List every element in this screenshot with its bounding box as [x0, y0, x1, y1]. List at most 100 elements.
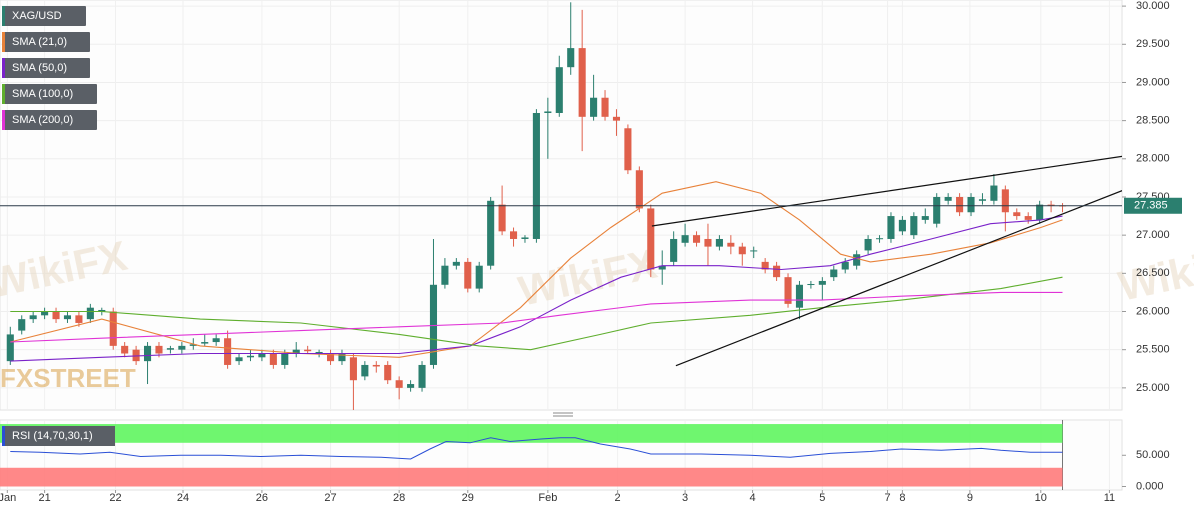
trendline [675, 190, 1122, 367]
x-tick-label: 22 [109, 492, 121, 504]
sma-line [10, 276, 1063, 351]
candle-body [441, 265, 449, 285]
candle-body [452, 261, 460, 266]
candle-body [132, 349, 140, 362]
x-tick-label: 3 [682, 492, 688, 504]
x-tick-label: 5 [819, 492, 825, 504]
legend-label: SMA (21,0) [12, 36, 67, 48]
candle-body [590, 97, 598, 117]
candle-body [887, 216, 895, 239]
candle-body [818, 280, 826, 285]
candle-body [521, 237, 529, 239]
candle-body [750, 250, 758, 252]
candle-body [841, 261, 849, 270]
candle-body [567, 48, 575, 68]
candle-body [143, 345, 152, 362]
pane-splitter[interactable] [553, 412, 573, 417]
legend-swatch [2, 110, 5, 130]
trendline [651, 155, 1122, 227]
y-tick-label: 25.500 [1136, 344, 1170, 356]
y-tick-label: 0.000 [1136, 480, 1164, 492]
candle-body [418, 364, 426, 388]
x-tick-label: 4 [750, 492, 756, 504]
candle-body [956, 196, 964, 213]
x-tick-label: Feb [538, 492, 557, 504]
legend-box[interactable] [2, 32, 90, 52]
candle-body [681, 235, 689, 243]
candle-body [784, 277, 792, 304]
y-tick-label: 28.500 [1136, 115, 1170, 127]
x-tick-label: 10 [1035, 492, 1047, 504]
candle-body [944, 196, 952, 201]
candle-body [933, 196, 941, 224]
candle-body [6, 334, 14, 362]
candle-body [338, 353, 346, 362]
sma-line [10, 215, 1063, 362]
candle-body [635, 170, 643, 209]
candle-body [292, 349, 300, 354]
legend-box[interactable] [2, 6, 86, 26]
candle-body [624, 128, 632, 171]
watermark: FXSTREET [0, 363, 136, 393]
legend-swatch [2, 58, 5, 78]
candle-body [475, 265, 483, 289]
x-tick-label: 26 [256, 492, 268, 504]
candle-body [509, 231, 518, 239]
candle-body [807, 284, 815, 286]
candle-body [1047, 204, 1055, 206]
candle-body [967, 196, 975, 213]
last-price-box [1124, 197, 1182, 214]
candle-body [658, 265, 666, 270]
candle-body [326, 353, 335, 362]
x-tick-label: 24 [177, 492, 189, 504]
candle-body [1013, 212, 1021, 217]
candle-body [178, 345, 186, 350]
x-tick-label: 21 [38, 492, 50, 504]
legend-box[interactable] [2, 426, 115, 446]
candle-body [532, 112, 540, 239]
legend-label: XAG/USD [12, 10, 62, 22]
candle-body [384, 364, 392, 381]
candle-body [498, 204, 506, 232]
candle-body [921, 216, 929, 220]
legend-box[interactable] [2, 110, 97, 130]
candle-body [315, 351, 323, 354]
candle-body [978, 199, 987, 201]
legend-swatch [2, 32, 5, 52]
legend-box[interactable] [2, 84, 97, 104]
legend-label: SMA (200,0) [12, 114, 73, 126]
rsi-line [10, 437, 1063, 460]
candle-body [269, 353, 277, 365]
last-price-label: 27.385 [1134, 200, 1168, 212]
candle-body [853, 254, 861, 266]
candle-body [29, 315, 37, 320]
x-tick-label: 7 [884, 492, 890, 504]
y-tick-label: 27.000 [1136, 229, 1170, 241]
candle-body [121, 345, 129, 354]
candle-body [407, 384, 415, 388]
candle-body [372, 364, 380, 367]
candle-body [63, 315, 72, 320]
legend: XAG/USD SMA (21,0) SMA (50,0) SMA (100,0) SM… [2, 6, 115, 446]
candle-body [281, 353, 289, 365]
candle-body [990, 185, 998, 201]
candle-body [166, 348, 174, 350]
candle-body [52, 311, 60, 320]
candle-body [429, 284, 438, 365]
candle-body [773, 265, 781, 278]
y-tick-label: 26.000 [1136, 305, 1170, 317]
candle-body [86, 307, 94, 320]
candle-body [395, 380, 403, 388]
candle-body [464, 261, 472, 289]
candle-body [189, 344, 197, 346]
candle-body [246, 355, 255, 358]
candle-body [601, 97, 609, 117]
candle-body [795, 284, 804, 308]
candle-body [704, 238, 712, 247]
y-tick-label: 29.500 [1136, 38, 1170, 50]
y-tick-label: 26.500 [1136, 267, 1170, 279]
candle-body [201, 342, 209, 344]
legend-box[interactable] [2, 58, 90, 78]
candle-body [361, 364, 369, 377]
x-tick-label: 2 [615, 492, 621, 504]
